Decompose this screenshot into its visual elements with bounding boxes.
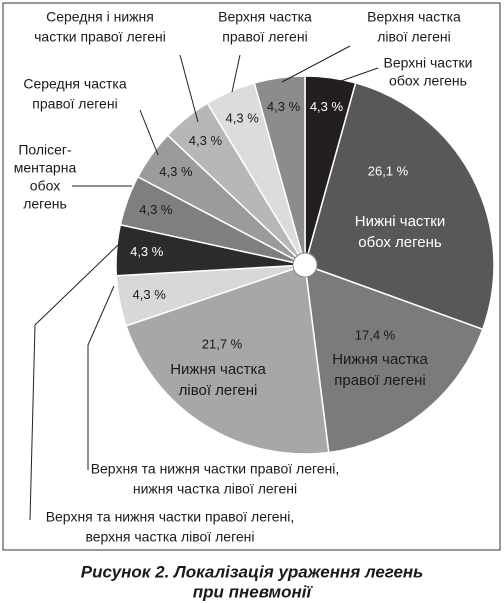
category-label: правої легені (222, 29, 307, 45)
pie-slice (304, 81, 495, 331)
frame (2, 2, 501, 551)
leader-line (179, 54, 199, 123)
category-label: правої легені (334, 372, 425, 389)
category-label: Верхня частка (218, 9, 312, 25)
value-label: 4,3 % (226, 111, 260, 126)
leader-line (139, 109, 159, 156)
value-label: 17,4 % (355, 327, 396, 342)
category-label: частки правої легені (34, 29, 166, 45)
category-label: лівої легені (377, 29, 451, 45)
value-label: 4,3 % (189, 133, 223, 148)
value-label: 26,1 % (368, 163, 409, 178)
value-label: 4,3 % (159, 164, 193, 179)
caption: при пневмонії (193, 582, 314, 601)
category-label: легень (23, 196, 67, 212)
category-label: обох легень (389, 73, 467, 89)
center-hole (292, 252, 318, 278)
value-label: 4,3 % (130, 244, 164, 259)
category-label: Полісег- (18, 142, 72, 158)
category-label: верхня частка лівої легені (85, 529, 254, 545)
leader-line (231, 54, 241, 93)
category-label: Нижня частка (170, 361, 266, 378)
category-label: Верхня та нижня частки правої легені, (91, 461, 340, 477)
category-label: лівої легені (179, 382, 258, 399)
pie-slice (253, 75, 306, 266)
category-label: Нижня частка (332, 351, 428, 368)
category-label: Нижні частки (355, 213, 446, 230)
category-label: нижня частка лівої легені (133, 481, 297, 497)
category-label: правої легені (32, 96, 117, 112)
category-label: Середня частка (23, 76, 126, 92)
value-label: 21,7 % (202, 336, 243, 351)
category-label: обох (30, 178, 60, 194)
pie-slice (304, 263, 484, 454)
category-label: ментарна (14, 160, 77, 176)
leader-line (281, 45, 351, 83)
value-label: 4,3 % (267, 99, 301, 114)
value-label: 4,3 % (133, 287, 167, 302)
leader-line (337, 67, 379, 83)
leader-line (29, 244, 119, 521)
category-label: Верхня та нижня частки правої легені, (46, 509, 295, 525)
value-label: 4,3 % (139, 202, 173, 217)
category-label: обох легень (358, 234, 442, 251)
value-label: 4,3 % (310, 99, 344, 114)
category-label: Верхня частка (367, 9, 461, 25)
leader-line (87, 285, 115, 470)
pie-slice (125, 263, 330, 455)
caption: Рисунок 2. Локалізація ураження легень (81, 562, 424, 581)
category-label: Середня і нижня (46, 9, 154, 25)
category-label: Верхні частки (384, 55, 473, 71)
